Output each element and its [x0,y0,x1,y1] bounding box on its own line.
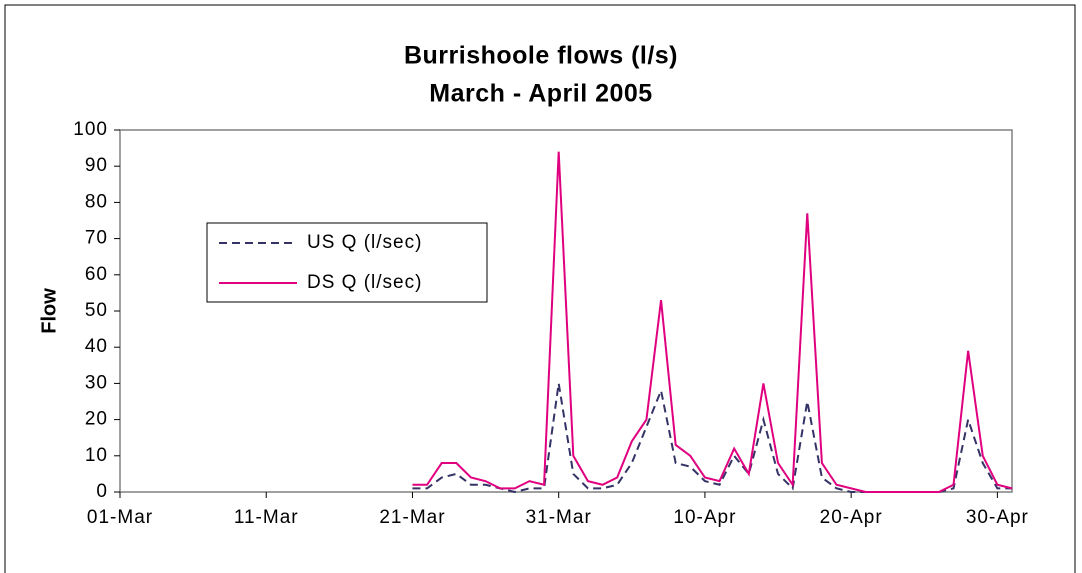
y-tick-label: 90 [85,155,108,176]
series-line [412,151,1013,493]
y-tick-label: 0 [96,481,108,502]
x-tick-label: 30-Apr [966,507,1029,528]
x-tick-label: 20-Apr [820,507,883,528]
legend-label: DS Q (l/sec) [307,272,422,293]
x-tick-label: 01-Mar [87,507,153,528]
series-line [412,383,1012,494]
y-tick-label: 50 [85,300,108,321]
y-tick-label: 40 [85,336,108,357]
y-tick-label: 100 [73,119,108,140]
chart-subtitle: March - April 2005 [429,80,652,108]
legend-label: US Q (l/sec) [307,232,422,253]
y-tick-label: 70 [85,228,108,249]
chart-frame [4,4,1076,573]
chart-title: Burrishoole flows (l/s) [404,42,678,70]
x-tick-label: 11-Mar [234,507,299,528]
y-tick-label: 60 [85,264,108,285]
y-tick-label: 30 [85,372,108,393]
y-tick-label: 80 [85,191,108,212]
legend-box [206,222,488,303]
x-tick-label: 31-Mar [526,507,592,528]
x-tick-label: 10-Apr [673,507,736,528]
y-tick-label: 10 [85,445,108,466]
x-tick-label: 21-Mar [379,507,445,528]
y-axis-title: Flow [38,288,60,334]
y-tick-label: 20 [85,409,108,430]
